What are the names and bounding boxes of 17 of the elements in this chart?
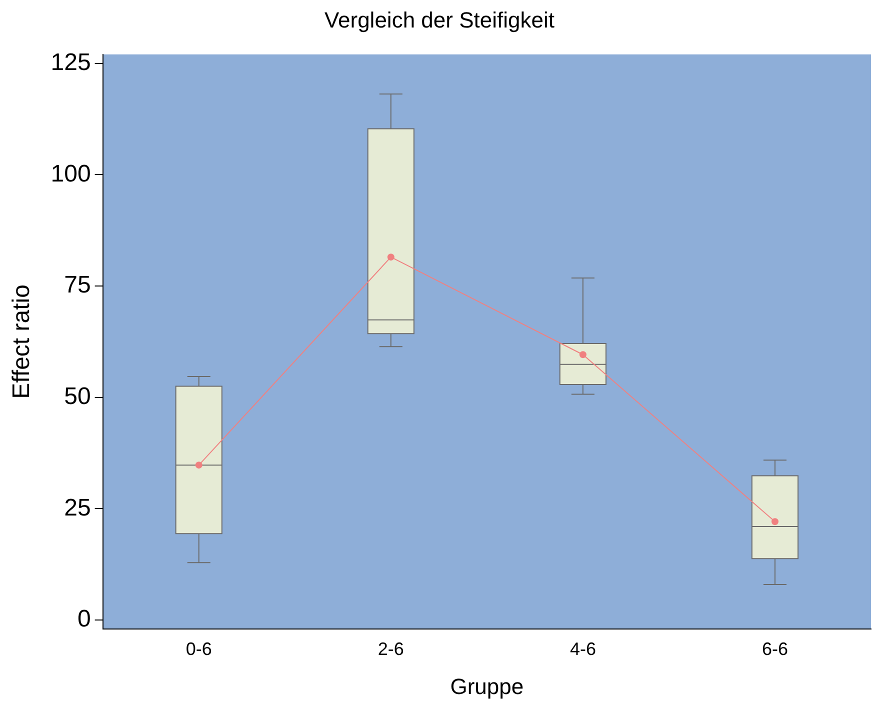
y-tick-label: 25 (64, 494, 91, 522)
y-tick-label: 50 (64, 383, 91, 410)
y-tick-label: 75 (64, 272, 91, 299)
chart-title: Vergleich der Steifigkeit (324, 7, 554, 32)
x-tick-label: 4-6 (570, 638, 596, 659)
x-axis-title: Gruppe (450, 674, 524, 699)
y-tick-label: 0 (77, 606, 91, 633)
y-axis-title: Effect ratio (8, 284, 36, 399)
x-tick-label: 0-6 (186, 638, 212, 659)
x-tick-label: 6-6 (762, 638, 788, 659)
point (579, 351, 586, 358)
point (195, 462, 202, 469)
point (387, 254, 394, 261)
point (771, 518, 778, 526)
y-tick-label: 100 (50, 160, 91, 188)
x-tick-label: 2-6 (378, 638, 404, 659)
y-tick-label: 125 (50, 48, 91, 76)
